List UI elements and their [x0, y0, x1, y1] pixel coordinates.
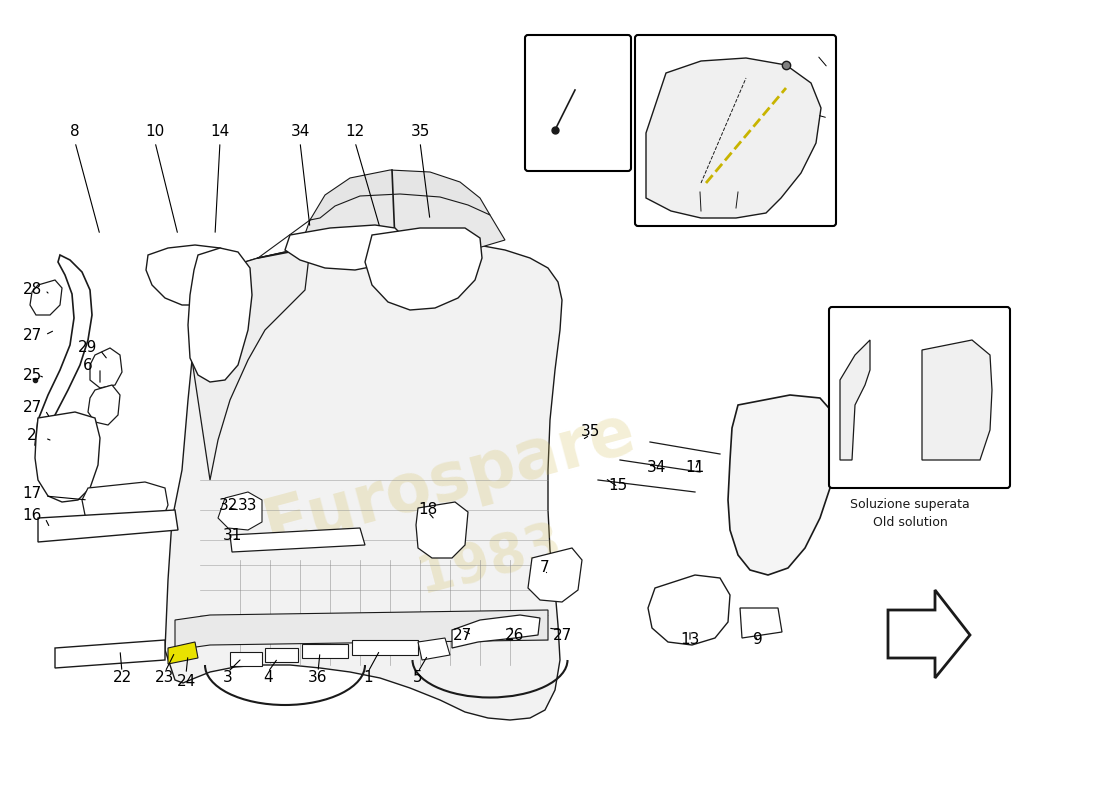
Polygon shape: [188, 248, 252, 382]
Polygon shape: [230, 652, 262, 666]
Text: 31: 31: [223, 527, 243, 542]
Polygon shape: [265, 648, 298, 662]
Text: 6: 6: [845, 321, 855, 335]
Text: 33: 33: [239, 498, 257, 514]
Text: 27: 27: [22, 327, 42, 342]
Polygon shape: [310, 170, 490, 220]
Polygon shape: [840, 340, 870, 460]
Text: 23: 23: [155, 670, 175, 686]
Polygon shape: [175, 610, 548, 650]
Text: 24: 24: [176, 674, 196, 690]
Text: 15: 15: [608, 478, 628, 493]
FancyBboxPatch shape: [635, 35, 836, 226]
Polygon shape: [55, 640, 165, 668]
Text: 5: 5: [414, 670, 422, 686]
Polygon shape: [35, 412, 100, 502]
Polygon shape: [646, 58, 821, 218]
Polygon shape: [218, 492, 262, 530]
Text: 29: 29: [78, 341, 98, 355]
Text: 14: 14: [210, 125, 230, 139]
Text: 12: 12: [345, 125, 364, 139]
Polygon shape: [888, 590, 970, 678]
Polygon shape: [352, 640, 418, 655]
Text: Soluzione superata
Old solution: Soluzione superata Old solution: [850, 498, 970, 529]
Text: 2: 2: [28, 427, 36, 442]
Text: 19: 19: [691, 193, 710, 207]
Polygon shape: [922, 340, 992, 460]
FancyBboxPatch shape: [525, 35, 631, 171]
Text: 13: 13: [815, 107, 835, 122]
Text: 1: 1: [363, 670, 373, 686]
Text: 30: 30: [538, 47, 558, 62]
Text: 36: 36: [308, 670, 328, 686]
Polygon shape: [168, 642, 198, 664]
Polygon shape: [146, 245, 238, 305]
Polygon shape: [35, 255, 92, 450]
Text: 25: 25: [22, 367, 42, 382]
Polygon shape: [192, 248, 310, 480]
Polygon shape: [528, 548, 582, 602]
Text: 32: 32: [218, 498, 238, 514]
Polygon shape: [418, 638, 450, 660]
Text: 16: 16: [22, 507, 42, 522]
Text: 21: 21: [815, 47, 835, 62]
Text: 1983: 1983: [412, 516, 568, 604]
Text: 22: 22: [112, 670, 132, 686]
Polygon shape: [728, 395, 838, 575]
Polygon shape: [365, 228, 482, 310]
Polygon shape: [39, 510, 178, 542]
Polygon shape: [452, 615, 540, 648]
Text: 35: 35: [581, 425, 600, 439]
Text: 35: 35: [410, 125, 430, 139]
FancyBboxPatch shape: [829, 307, 1010, 488]
Text: 18: 18: [418, 502, 438, 518]
Polygon shape: [88, 385, 120, 425]
Polygon shape: [648, 575, 730, 645]
Text: 9: 9: [754, 633, 763, 647]
Polygon shape: [165, 240, 562, 720]
Polygon shape: [300, 182, 505, 248]
Text: 13: 13: [680, 633, 700, 647]
Text: 27: 27: [452, 629, 472, 643]
Text: 10: 10: [145, 125, 165, 139]
Text: 11: 11: [685, 461, 705, 475]
Polygon shape: [30, 280, 62, 315]
Text: 27: 27: [552, 629, 572, 643]
Text: 27: 27: [22, 401, 42, 415]
Text: 20: 20: [728, 193, 748, 207]
Text: Eurospare: Eurospare: [257, 398, 644, 562]
Text: 6: 6: [84, 358, 92, 373]
Text: 5: 5: [964, 321, 972, 335]
Polygon shape: [285, 225, 405, 270]
Polygon shape: [302, 644, 348, 658]
Text: 26: 26: [505, 629, 525, 643]
Text: 4: 4: [263, 670, 273, 686]
Text: 34: 34: [290, 125, 310, 139]
Text: 7: 7: [540, 561, 550, 575]
Text: 8: 8: [70, 125, 80, 139]
Polygon shape: [90, 348, 122, 388]
Polygon shape: [416, 502, 468, 558]
Polygon shape: [230, 528, 365, 552]
Text: 17: 17: [22, 486, 42, 502]
Text: 34: 34: [647, 461, 667, 475]
Text: 3: 3: [223, 670, 233, 686]
Text: 28: 28: [22, 282, 42, 298]
Polygon shape: [82, 482, 168, 530]
Polygon shape: [740, 608, 782, 638]
